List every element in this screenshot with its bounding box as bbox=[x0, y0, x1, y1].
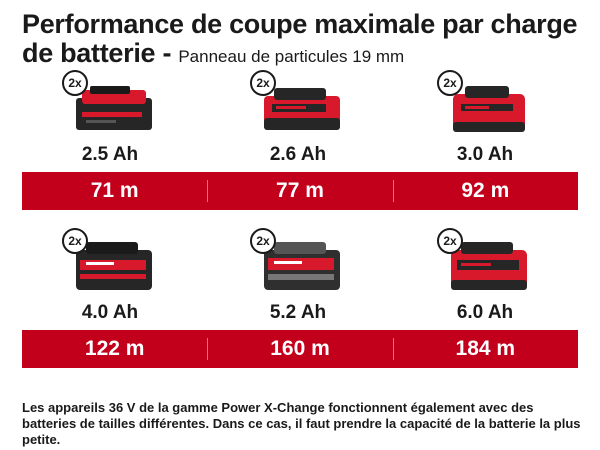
quantity-badge: 2x bbox=[62, 228, 88, 254]
runtime-bar: 122 m 160 m 184 m bbox=[22, 330, 578, 368]
battery-capacity: 5.2 Ah bbox=[269, 302, 327, 323]
battery-6-0ah-icon bbox=[451, 242, 527, 290]
battery-5-2ah-icon bbox=[264, 242, 340, 290]
battery-2-6ah-icon bbox=[264, 88, 340, 130]
battery-3-0ah-icon bbox=[453, 86, 525, 132]
runtime-value: 92 m bbox=[392, 172, 578, 210]
battery-card: 2x 3.0 Ah bbox=[385, 70, 585, 166]
battery-row-2: 2x 4.0 Ah 2x 5.2 Ah 2x bbox=[0, 228, 600, 368]
battery-capacity: 2.5 Ah bbox=[81, 144, 139, 165]
runtime-value: 184 m bbox=[392, 330, 578, 368]
quantity-badge: 2x bbox=[250, 228, 276, 254]
battery-capacity: 6.0 Ah bbox=[456, 302, 514, 323]
quantity-badge: 2x bbox=[437, 228, 463, 254]
runtime-bar: 71 m 77 m 92 m bbox=[22, 172, 578, 210]
runtime-value: 160 m bbox=[207, 330, 392, 368]
quantity-badge: 2x bbox=[437, 70, 463, 96]
runtime-value: 122 m bbox=[84, 337, 145, 360]
footnote: Les appareils 36 V de la gamme Power X-C… bbox=[22, 400, 581, 447]
title-subtitle: Panneau de particules 19 mm bbox=[178, 47, 405, 66]
battery-card: 2x 2.6 Ah bbox=[198, 70, 398, 166]
battery-capacity: 4.0 Ah bbox=[81, 302, 139, 323]
runtime-value: 77 m bbox=[207, 172, 392, 210]
runtime-value: 71 m bbox=[90, 179, 139, 202]
battery-card: 2x 5.2 Ah bbox=[198, 228, 398, 324]
battery-card: 2x 4.0 Ah bbox=[10, 228, 210, 324]
battery-2-5ah-icon bbox=[76, 86, 152, 130]
battery-row-1: 2x 2.5 Ah 2x 2.6 Ah 2x bbox=[0, 70, 600, 210]
page-title: Performance de coupe maximale par charge… bbox=[22, 10, 592, 71]
quantity-badge: 2x bbox=[250, 70, 276, 96]
title-main: Performance de coupe maximale par charge… bbox=[22, 9, 578, 68]
battery-4-0ah-icon bbox=[76, 242, 152, 290]
battery-card: 2x 6.0 Ah bbox=[385, 228, 585, 324]
battery-capacity: 3.0 Ah bbox=[456, 144, 514, 165]
quantity-badge: 2x bbox=[62, 70, 88, 96]
battery-capacity: 2.6 Ah bbox=[269, 144, 327, 165]
battery-card: 2x 2.5 Ah bbox=[10, 70, 210, 166]
